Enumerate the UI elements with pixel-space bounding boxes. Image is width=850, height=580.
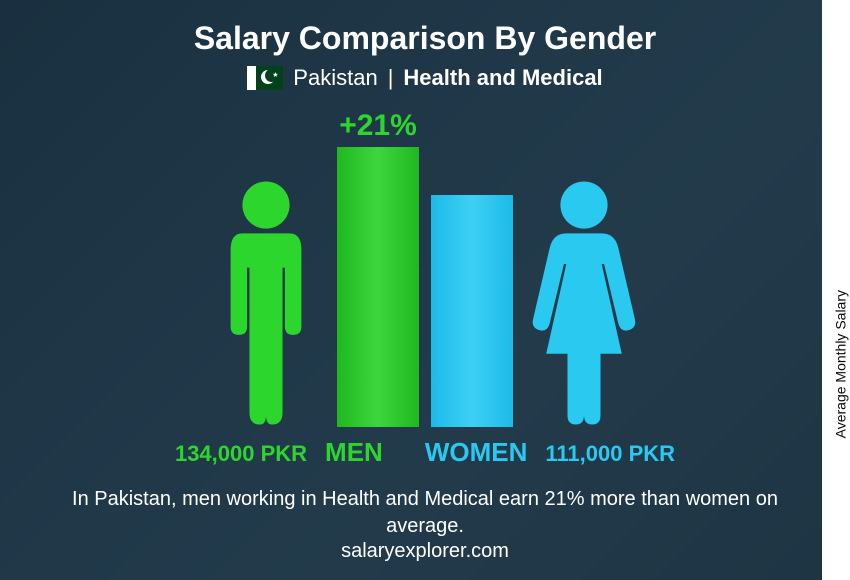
bar-men: +21% — [337, 147, 419, 427]
flag-icon: ★ — [247, 66, 283, 90]
footer-source: salaryexplorer.com — [341, 540, 509, 565]
man-icon — [207, 179, 325, 427]
subtitle: ★ Pakistan | Health and Medical — [247, 65, 602, 91]
percentage-label: +21% — [339, 109, 417, 143]
description: In Pakistan, men working in Health and M… — [55, 486, 795, 540]
field-label: Health and Medical — [403, 65, 602, 91]
woman-icon — [525, 179, 643, 427]
women-label: WOMEN — [425, 437, 528, 468]
page-title: Salary Comparison By Gender — [194, 20, 656, 57]
country-label: Pakistan — [293, 65, 377, 91]
chart: +21% — [40, 109, 810, 427]
women-value: 111,000 PKR — [545, 441, 675, 467]
bar-women — [431, 195, 513, 427]
y-axis-label: Average Monthly Salary — [832, 290, 848, 438]
separator: | — [388, 65, 394, 91]
men-value: 134,000 PKR — [175, 441, 307, 467]
labels-row: 134,000 PKR MEN WOMEN 111,000 PKR — [40, 437, 810, 468]
men-label: MEN — [325, 437, 383, 468]
